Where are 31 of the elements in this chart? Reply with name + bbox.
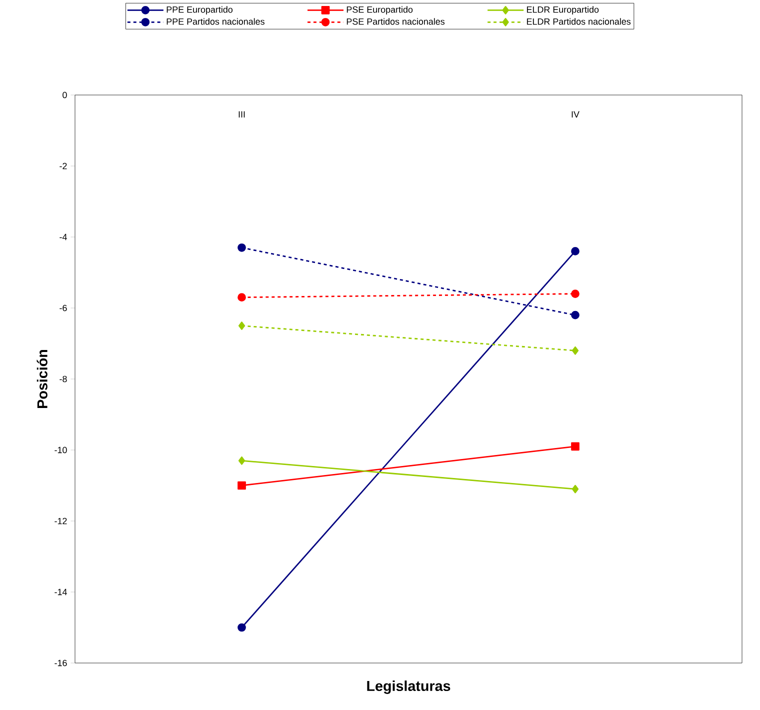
x-axis-title: Legislaturas	[367, 680, 450, 694]
point	[238, 456, 246, 465]
point	[571, 310, 580, 320]
legend-label: ELDR Partidos nacionales	[526, 18, 631, 25]
point	[238, 481, 246, 490]
y-tick-label: -12	[54, 518, 67, 524]
y-tick-label: -2	[60, 162, 67, 170]
point	[572, 346, 579, 355]
point	[571, 442, 580, 451]
y-tick-label: -4	[60, 234, 67, 240]
legend-label: PSE Partidos nacionales	[346, 18, 445, 25]
y-tick-label: -16	[54, 660, 67, 666]
y-tick-label: -14	[54, 588, 67, 596]
point	[238, 293, 246, 302]
point	[571, 247, 580, 256]
legend-label: PPE Partidos nacionales	[166, 18, 264, 25]
y-tick-label: -6	[60, 304, 67, 312]
legend-label: ELDR Europartido	[526, 6, 599, 15]
y-tick-label: -8	[60, 376, 67, 382]
point	[238, 322, 246, 330]
x-tick-label: III	[238, 111, 245, 118]
point	[238, 243, 246, 252]
y-axis-title: Posición	[36, 350, 48, 408]
point	[572, 484, 579, 494]
legend-label: PPE Europartido	[166, 6, 233, 15]
x-tick-label: IV	[572, 111, 580, 118]
point	[571, 290, 580, 298]
y-tick-label: -10	[54, 446, 67, 454]
y-tick-label: 0	[62, 92, 67, 98]
point	[238, 623, 246, 632]
legend-label: PSE Europartido	[346, 6, 413, 15]
